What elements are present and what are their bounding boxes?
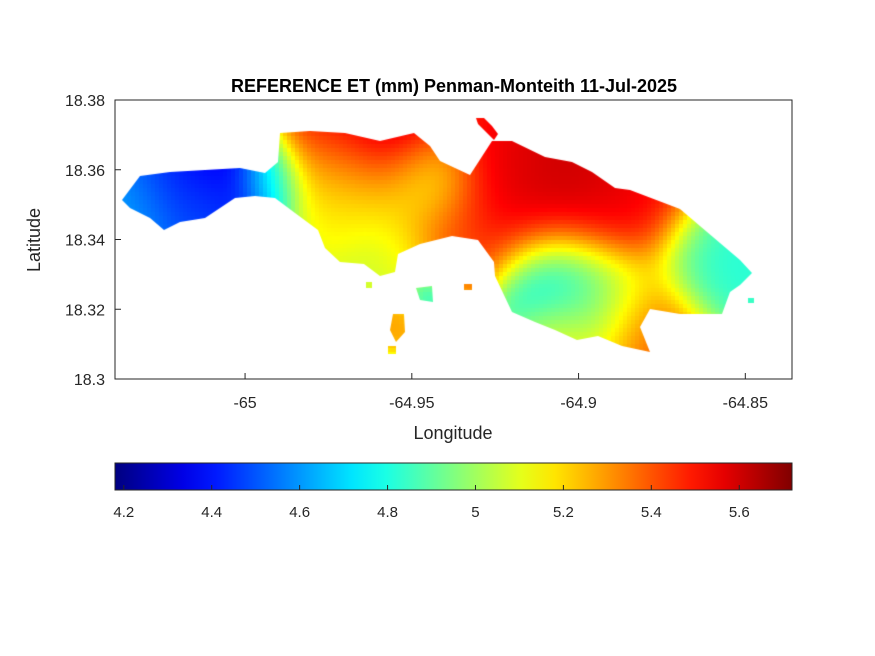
- y-axis-label: Latitude: [24, 208, 44, 272]
- y-tick-label: 18.32: [65, 302, 105, 319]
- y-tick-label: 18.36: [65, 163, 105, 180]
- colorbar-tick-label: 5.6: [729, 504, 750, 521]
- colorbar-tick-label: 5.2: [553, 504, 574, 521]
- colorbar: [114, 462, 793, 491]
- x-tick-label: -65: [234, 395, 257, 412]
- y-axis: 18.3 18.32 18.34 18.36 18.38: [65, 93, 121, 389]
- x-axis: -65 -64.95 -64.9 -64.85: [234, 373, 768, 412]
- chart-title: REFERENCE ET (mm) Penman-Monteith 11-Jul…: [231, 76, 677, 96]
- x-tick-label: -64.9: [560, 395, 597, 412]
- colorbar-tick-label: 5.4: [641, 504, 662, 521]
- heatmap-field: [115, 100, 792, 379]
- colorbar-tick-label: 5: [471, 504, 479, 521]
- x-tick-label: -64.85: [723, 395, 768, 412]
- x-axis-label: Longitude: [413, 423, 492, 443]
- colorbar-tick-label: 4.2: [113, 504, 134, 521]
- y-tick-label: 18.38: [65, 93, 105, 110]
- colorbar-ticks: 4.2 4.4 4.6 4.8 5 5.2 5.4 5.6: [113, 485, 750, 521]
- colorbar-tick-label: 4.6: [289, 504, 310, 521]
- x-tick-label: -64.95: [389, 395, 434, 412]
- heatmap: [115, 100, 792, 379]
- colorbar-tick-label: 4.8: [377, 504, 398, 521]
- y-tick-label: 18.3: [74, 372, 105, 389]
- y-tick-label: 18.34: [65, 233, 105, 250]
- colorbar-tick-label: 4.4: [201, 504, 222, 521]
